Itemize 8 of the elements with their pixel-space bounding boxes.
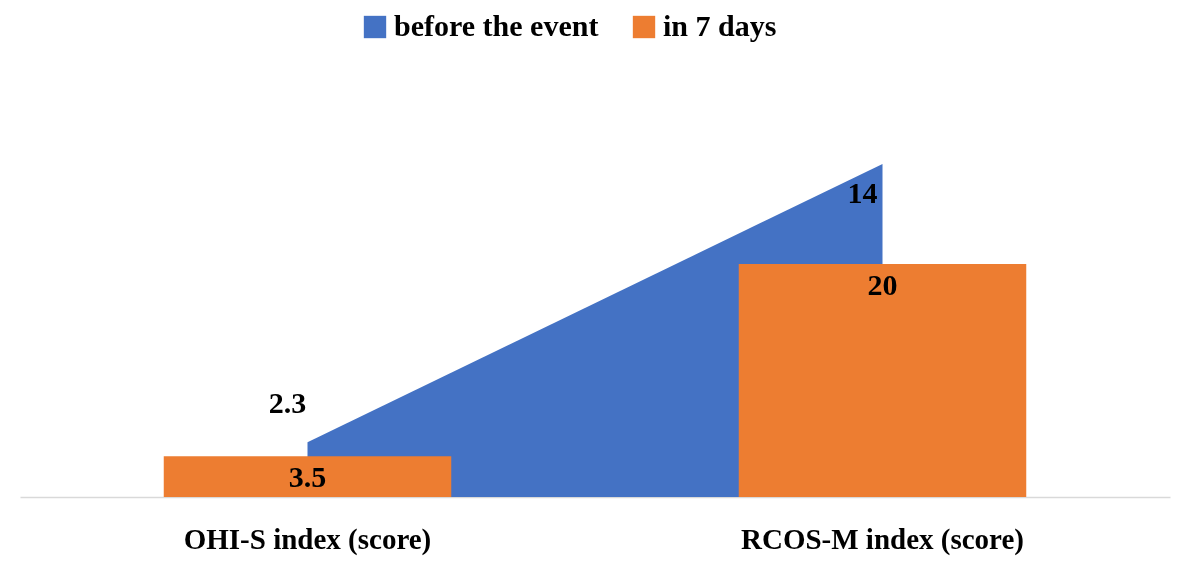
data-label: 20 [867, 268, 898, 301]
x-tick-label: RCOS-M index (score) [741, 522, 1024, 556]
data-label: 14 [847, 176, 878, 209]
legend-label: in 7 days [663, 9, 777, 42]
legend-label: before the event [394, 9, 599, 42]
data-label: 2.3 [268, 386, 307, 420]
data-label: 3.5 [288, 460, 327, 494]
x-tick-label: OHI-S index (score) [183, 522, 432, 556]
